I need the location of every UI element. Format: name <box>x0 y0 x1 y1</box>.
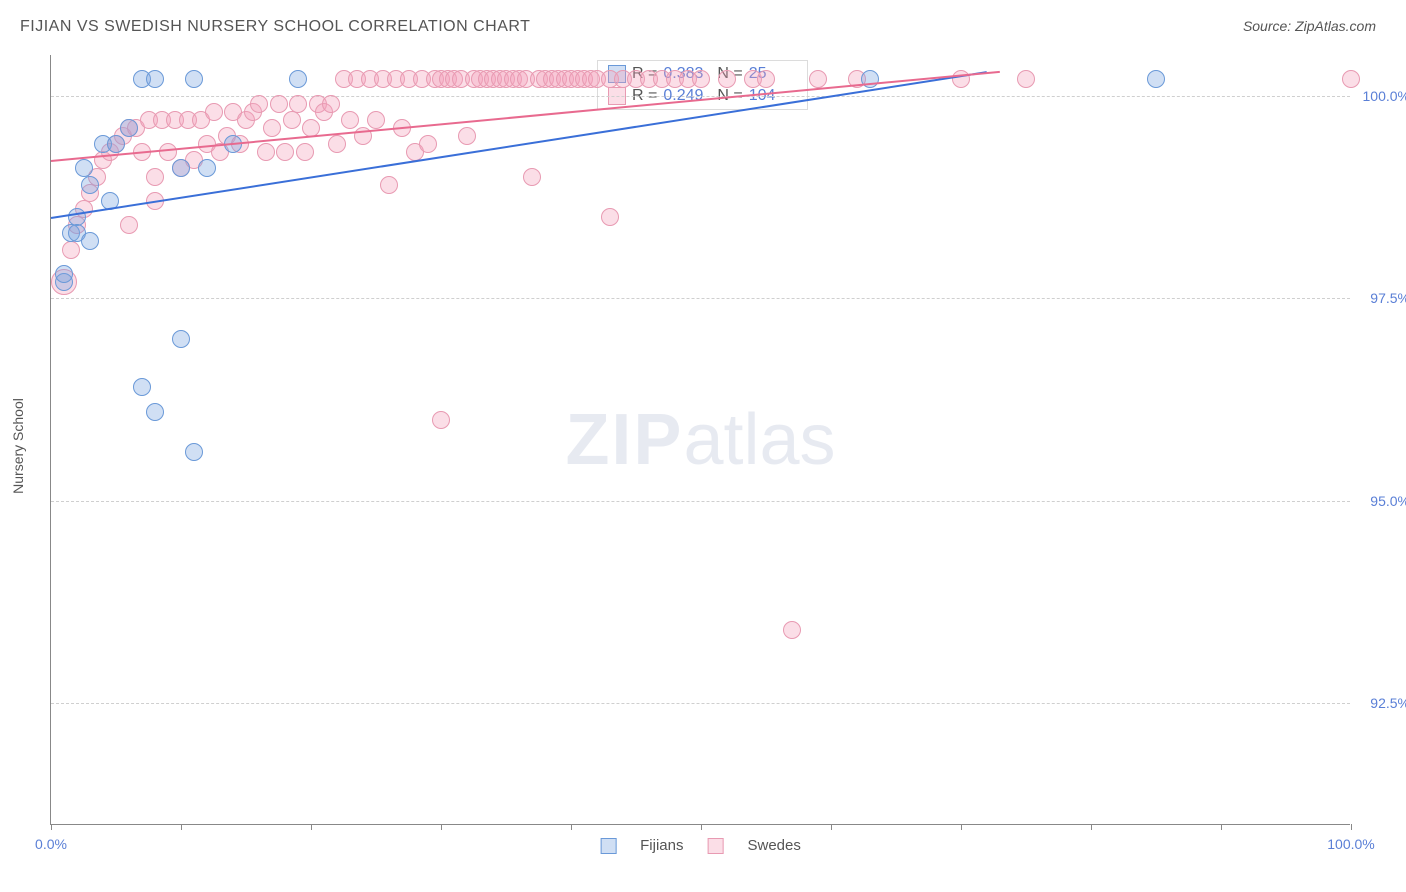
x-tick <box>181 824 182 830</box>
x-tick <box>571 824 572 830</box>
swedish-point <box>419 135 437 153</box>
fijian-point <box>185 70 203 88</box>
x-tick <box>831 824 832 830</box>
fijian-point <box>81 176 99 194</box>
fijian-point <box>172 330 190 348</box>
swedish-point <box>250 95 268 113</box>
swedish-point <box>328 135 346 153</box>
swedish-point <box>120 216 138 234</box>
swedish-point <box>1342 70 1360 88</box>
swedish-point <box>783 621 801 639</box>
plot-area: ZIPatlas R =0.383N =25R =0.249N =104 Fij… <box>50 55 1350 825</box>
x-tick-label: 0.0% <box>35 836 67 852</box>
x-axis-legend: Fijians Swedes <box>600 837 801 854</box>
fijian-point <box>289 70 307 88</box>
gridline <box>51 501 1350 502</box>
swedish-point <box>380 176 398 194</box>
swedish-point <box>367 111 385 129</box>
swedish-point <box>432 411 450 429</box>
x-tick <box>1091 824 1092 830</box>
swedish-point <box>283 111 301 129</box>
fijian-point <box>172 159 190 177</box>
x-tick <box>441 824 442 830</box>
swedish-point <box>809 70 827 88</box>
gridline <box>51 298 1350 299</box>
fijian-point <box>81 232 99 250</box>
fijian-point <box>120 119 138 137</box>
fijian-point <box>75 159 93 177</box>
swedish-point <box>62 241 80 259</box>
fijian-swatch <box>600 838 616 854</box>
fijian-trend-line <box>51 71 987 219</box>
watermark: ZIPatlas <box>565 399 835 481</box>
x-tick <box>311 824 312 830</box>
swedish-point <box>692 70 710 88</box>
swedish-point <box>458 127 476 145</box>
swedish-swatch <box>707 838 723 854</box>
swedish-point <box>1017 70 1035 88</box>
x-tick <box>1221 824 1222 830</box>
fijian-point <box>185 443 203 461</box>
fijians-label: Fijians <box>640 837 683 854</box>
gridline <box>51 96 1350 97</box>
swedish-point <box>718 70 736 88</box>
watermark-zip: ZIP <box>565 400 683 480</box>
y-tick-label: 97.5% <box>1355 290 1406 306</box>
fijian-point <box>55 265 73 283</box>
x-tick <box>1351 824 1352 830</box>
swedish-point <box>341 111 359 129</box>
x-tick-label: 100.0% <box>1327 836 1374 852</box>
fijian-point <box>1147 70 1165 88</box>
swedish-point <box>296 143 314 161</box>
fijian-point <box>133 378 151 396</box>
fijian-point <box>198 159 216 177</box>
source-label: Source: ZipAtlas.com <box>1243 18 1376 34</box>
y-tick-label: 100.0% <box>1355 88 1406 104</box>
swedish-point <box>270 95 288 113</box>
swedish-point <box>159 143 177 161</box>
chart-title: FIJIAN VS SWEDISH NURSERY SCHOOL CORRELA… <box>20 18 530 36</box>
y-tick-label: 92.5% <box>1355 695 1406 711</box>
swedish-point <box>276 143 294 161</box>
swedish-point <box>263 119 281 137</box>
y-tick-label: 95.0% <box>1355 493 1406 509</box>
swedish-point <box>601 208 619 226</box>
swedes-label: Swedes <box>747 837 800 854</box>
x-tick <box>961 824 962 830</box>
swedish-point <box>205 103 223 121</box>
gridline <box>51 703 1350 704</box>
x-tick <box>51 824 52 830</box>
fijian-point <box>146 403 164 421</box>
watermark-rest: atlas <box>683 400 835 480</box>
swedish-point <box>146 168 164 186</box>
y-axis-label: Nursery School <box>10 398 26 494</box>
swedish-point <box>257 143 275 161</box>
swedish-point <box>523 168 541 186</box>
fijian-point <box>146 70 164 88</box>
fijian-point <box>107 135 125 153</box>
x-tick <box>701 824 702 830</box>
swedish-point <box>757 70 775 88</box>
swedish-point <box>322 95 340 113</box>
swedish-point <box>289 95 307 113</box>
